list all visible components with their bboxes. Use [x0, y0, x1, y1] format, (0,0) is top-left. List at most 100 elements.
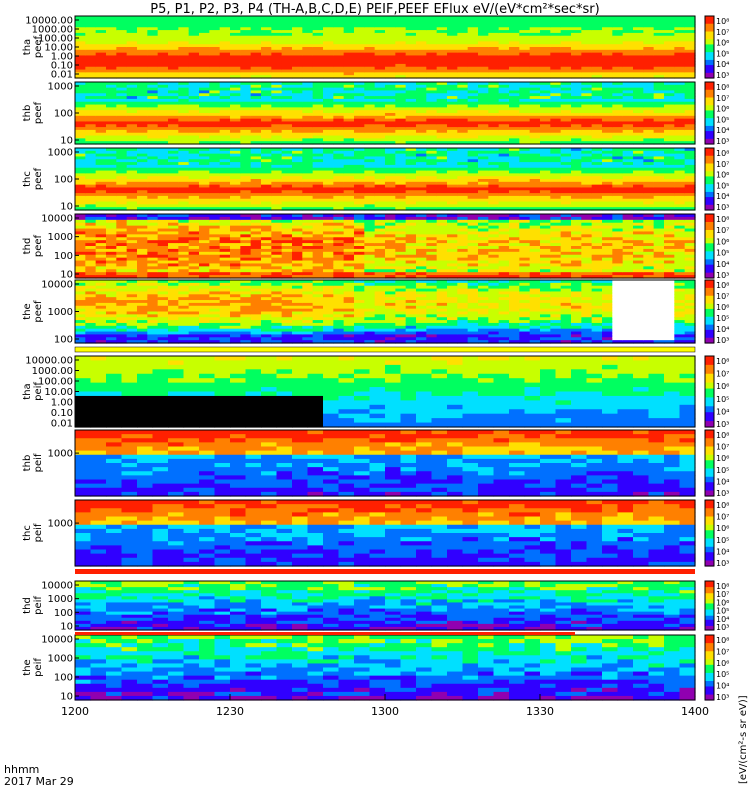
heatmap-cell — [188, 195, 200, 200]
heatmap-cell — [230, 38, 241, 42]
heatmap-cell — [488, 201, 500, 205]
heatmap-cell — [457, 66, 469, 71]
heatmap-cell — [85, 104, 97, 108]
heatmap-cell — [137, 90, 148, 94]
heatmap-cell — [312, 55, 324, 59]
heatmap-cell — [354, 110, 365, 114]
heatmap-cell — [106, 167, 117, 172]
heatmap-cell — [126, 96, 138, 100]
heatmap-cell — [137, 204, 148, 208]
heatmap-cell — [126, 35, 138, 40]
heatmap-cell — [405, 44, 417, 48]
heatmap-cell — [230, 21, 241, 26]
heatmap-cell — [509, 121, 520, 125]
heatmap-cell — [178, 141, 190, 145]
heatmap-cell — [106, 193, 117, 197]
heatmap-cell — [281, 93, 293, 97]
heatmap-cell — [219, 201, 231, 205]
heatmap-cell — [147, 75, 159, 79]
heatmap-cell — [261, 150, 272, 155]
heatmap-cell — [540, 38, 551, 42]
heatmap-cell — [674, 82, 686, 86]
heatmap-cell — [271, 82, 283, 86]
heatmap-cell — [540, 170, 551, 174]
heatmap-cell — [147, 170, 159, 174]
heatmap-cell — [281, 32, 293, 37]
heatmap-cell — [602, 58, 613, 62]
heatmap-cell — [312, 162, 324, 166]
heatmap-cell — [416, 135, 427, 139]
heatmap-cell — [622, 135, 634, 139]
heatmap-cell — [199, 164, 210, 169]
heatmap-cell — [395, 118, 407, 123]
heatmap-cell — [230, 75, 241, 79]
heatmap-cell — [550, 115, 562, 120]
heatmap-cell — [312, 173, 324, 177]
heatmap-cell — [571, 207, 582, 211]
heatmap-cell — [75, 55, 86, 59]
heatmap-cell — [478, 153, 489, 158]
heatmap-cell — [467, 61, 479, 65]
heatmap-cell — [653, 66, 665, 71]
heatmap-cell — [519, 195, 531, 200]
heatmap-cell — [653, 141, 665, 145]
heatmap-cell — [116, 113, 128, 117]
heatmap-cell — [271, 101, 283, 106]
heatmap-cell — [209, 96, 221, 100]
heatmap-cell — [219, 138, 231, 142]
heatmap-cell — [271, 75, 283, 79]
heatmap-cell — [147, 198, 159, 203]
colorbar-tick-label: 10³ — [716, 71, 729, 80]
heatmap-cell — [147, 179, 159, 183]
heatmap-cell — [302, 156, 314, 160]
heatmap-cell — [354, 141, 365, 145]
heatmap-cell — [684, 124, 696, 128]
heatmap-cell — [240, 38, 252, 42]
heatmap-cell — [75, 170, 86, 174]
heatmap-cell — [188, 69, 200, 73]
heatmap-cell — [405, 118, 417, 123]
heatmap-cell — [447, 69, 458, 73]
heatmap-cell — [199, 190, 210, 194]
heatmap-cell — [436, 90, 448, 94]
heatmap-cell — [457, 35, 469, 40]
heatmap-cell — [147, 187, 159, 191]
heatmap-cell — [261, 156, 272, 160]
heatmap-cell — [560, 153, 572, 158]
heatmap-cell — [292, 41, 303, 45]
heatmap-cell — [488, 101, 500, 106]
heatmap-cell — [354, 96, 365, 100]
heatmap-cell — [312, 27, 324, 31]
heatmap-cell — [622, 141, 634, 145]
heatmap-cell — [416, 24, 427, 28]
heatmap-cell — [116, 96, 128, 100]
heatmap-cell — [498, 32, 510, 37]
heatmap-cell — [230, 195, 241, 200]
heatmap-cell — [467, 87, 479, 92]
heatmap-cell — [126, 187, 138, 191]
heatmap-cell — [602, 44, 613, 48]
heatmap-cell — [633, 16, 644, 20]
heatmap-cell — [416, 187, 427, 191]
heatmap-cell — [323, 32, 334, 37]
heatmap-cell — [540, 30, 551, 34]
heatmap-cell — [323, 167, 334, 172]
heatmap-cell — [261, 87, 272, 92]
heatmap-cell — [219, 69, 231, 73]
heatmap-cell — [591, 107, 603, 111]
heatmap-cell — [209, 162, 221, 166]
heatmap-cell — [457, 121, 469, 125]
heatmap-cell — [199, 187, 210, 191]
heatmap-cell — [447, 27, 458, 31]
heatmap-cell — [612, 18, 624, 23]
heatmap-cell — [674, 47, 686, 51]
heatmap-cell — [529, 153, 541, 158]
heatmap-cell — [509, 198, 520, 203]
heatmap-cell — [333, 27, 345, 31]
heatmap-cell — [540, 21, 551, 26]
heatmap-cell — [684, 115, 696, 120]
heatmap-cell — [85, 176, 97, 180]
heatmap-cell — [426, 118, 438, 123]
heatmap-cell — [591, 135, 603, 139]
heatmap-cell — [302, 148, 314, 152]
